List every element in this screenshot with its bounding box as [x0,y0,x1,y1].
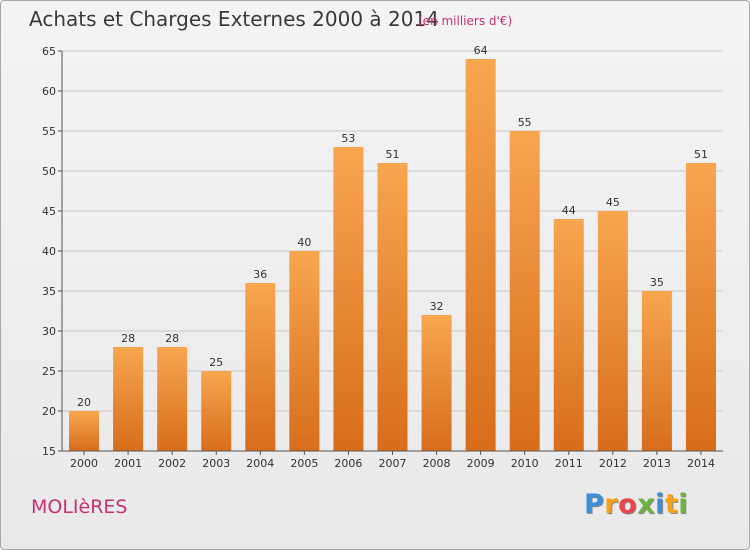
y-tick-label: 25 [42,365,56,378]
bars [69,59,716,451]
bar-value-label: 64 [474,44,488,57]
bar [509,131,540,451]
bar-value-label: 32 [430,300,444,313]
logo-letter: t [664,489,679,520]
bar [201,371,232,451]
bar-value-label: 51 [694,148,708,161]
bar-value-label: 53 [341,132,355,145]
x-tick-label: 2005 [290,457,318,470]
logo-letter: i [678,489,689,520]
bar-value-label: 20 [77,396,91,409]
logo-letter: o [618,489,638,520]
bar [377,163,408,451]
bar-value-label: 55 [518,116,532,129]
bar [553,219,584,451]
bar [421,315,452,451]
bar-value-label: 35 [650,276,664,289]
x-tick-label: 2008 [423,457,451,470]
bar-value-label: 25 [209,356,223,369]
bar-value-label: 36 [253,268,267,281]
bar [289,251,320,451]
chart-title: Achats et Charges Externes 2000 à 2014 [29,7,439,31]
y-tick-label: 60 [42,85,56,98]
x-tick-label: 2013 [643,457,671,470]
commune-name: MOLIèRES [31,496,128,518]
x-tick-label: 2007 [379,457,407,470]
y-tick-label: 50 [42,165,56,178]
x-tick-label: 2012 [599,457,627,470]
bar-value-label: 44 [562,204,576,217]
bar [465,59,496,451]
logo-letter: i [655,489,665,520]
x-tick-label: 2001 [114,457,142,470]
x-tick-label: 2006 [334,457,362,470]
logo-letter: r [604,489,619,520]
x-tick-label: 2011 [555,457,583,470]
bar [157,347,188,451]
axes [58,50,723,455]
y-tick-label: 65 [42,45,56,58]
bar [641,291,672,451]
bar-value-label: 51 [386,148,400,161]
bar [333,147,364,451]
y-tick-label: 20 [42,405,56,418]
x-tick-label: 2003 [202,457,230,470]
labels: 15 20 25 30 35 40 45 50 55 60 65 20 2000 28 2001 28 2002… [42,44,715,470]
x-tick-label: 2010 [511,457,539,470]
bar [685,163,716,451]
y-tick-label: 30 [42,325,56,338]
x-tick-label: 2000 [70,457,98,470]
proxiti-logo: Proxiti [584,489,688,520]
bar-value-label: 28 [165,332,179,345]
logo-letter: P [584,489,605,520]
bar-value-label: 28 [121,332,135,345]
y-tick-label: 15 [42,445,56,458]
x-tick-label: 2002 [158,457,186,470]
bar [245,283,276,451]
bar [113,347,144,451]
bar [597,211,628,451]
x-tick-label: 2014 [687,457,715,470]
y-tick-label: 35 [42,285,56,298]
bar-value-label: 40 [297,236,311,249]
x-tick-label: 2009 [467,457,495,470]
bar [69,411,100,451]
x-tick-label: 2004 [246,457,274,470]
y-tick-label: 40 [42,245,56,258]
logo-letter: x [637,489,656,520]
y-tick-label: 45 [42,205,56,218]
y-tick-label: 55 [42,125,56,138]
bar-value-label: 45 [606,196,620,209]
chart-subtitle: (en milliers d'€) [418,14,513,28]
